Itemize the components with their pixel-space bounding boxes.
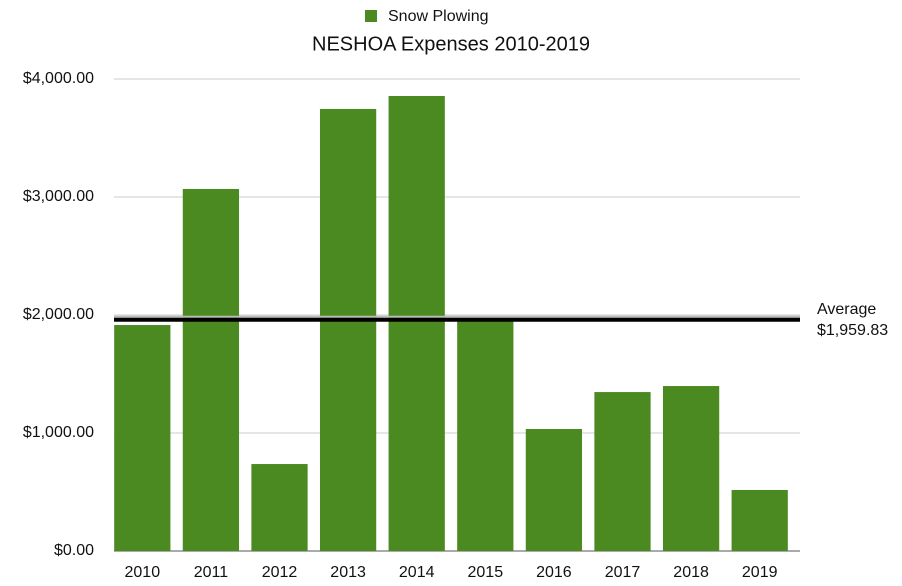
legend-swatch — [365, 10, 377, 22]
bar — [731, 489, 788, 551]
x-tick-label: 2014 — [399, 564, 435, 581]
x-tick-label: 2011 — [194, 564, 229, 581]
x-tick-label: 2015 — [468, 564, 504, 581]
legend-label: Snow Plowing — [388, 8, 489, 25]
bar — [251, 464, 308, 551]
bar — [457, 319, 514, 551]
bar — [662, 386, 720, 551]
bar — [594, 392, 651, 551]
x-tick-label: 2013 — [330, 564, 366, 581]
bar — [319, 108, 377, 552]
y-tick-label: $2,000.00 — [23, 306, 94, 323]
bar — [388, 95, 445, 551]
y-tick-label: $4,000.00 — [23, 70, 94, 87]
average-label: Average — [817, 301, 876, 318]
x-tick-label: 2018 — [673, 564, 709, 581]
x-tick-label: 2017 — [605, 564, 641, 581]
y-tick-label: $3,000.00 — [23, 188, 94, 205]
bar — [114, 325, 171, 551]
x-tick-label: 2019 — [742, 564, 778, 581]
x-tick-label: 2016 — [536, 564, 572, 581]
y-tick-label: $0.00 — [54, 542, 94, 559]
x-tick-label: 2010 — [125, 564, 161, 581]
y-tick-label: $1,000.00 — [23, 424, 94, 441]
bar — [525, 428, 583, 551]
bar — [182, 188, 240, 551]
chart-title: NESHOA Expenses 2010-2019 — [312, 33, 590, 55]
x-tick-label: 2012 — [262, 564, 298, 581]
average-value-label: $1,959.83 — [817, 322, 888, 339]
